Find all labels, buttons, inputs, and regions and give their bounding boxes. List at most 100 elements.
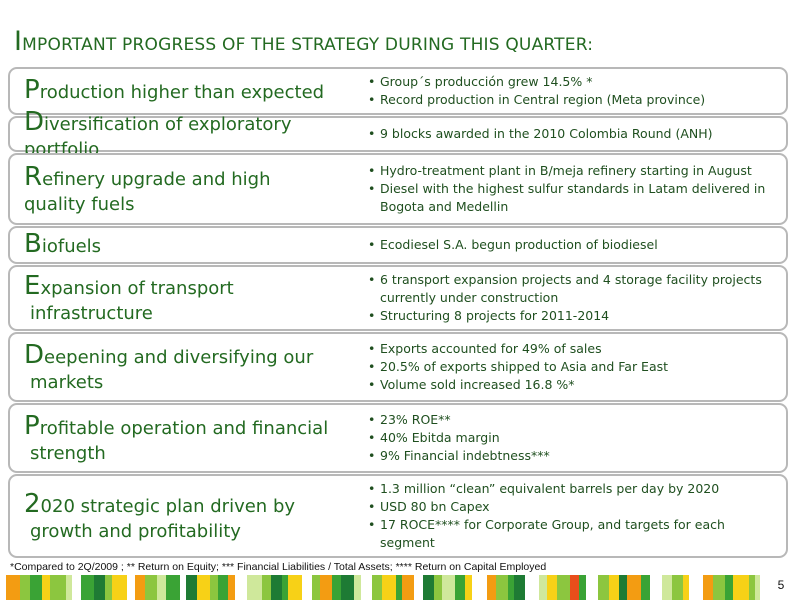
strategy-bullets: • 6 transport expansion projects and 4 st… xyxy=(368,267,778,329)
heading-line2: markets xyxy=(30,371,104,393)
title-rest: MPORTANT PROGRESS OF THE STRATEGY DURING… xyxy=(22,35,594,55)
heading-line1: xpansion of transport xyxy=(40,278,234,300)
stripe-segment xyxy=(228,575,235,600)
footnote: *Compared to 2Q/2009 ; ** Return on Equi… xyxy=(10,561,547,573)
stripe-segment xyxy=(157,575,166,600)
bullet-item: • 17 ROCE**** for Corporate Group, and ta… xyxy=(368,517,725,550)
stripe-segment xyxy=(186,575,197,600)
stripe-segment xyxy=(713,575,725,600)
strategy-bullets: • Exports accounted for 49% of sales • 20.… xyxy=(368,334,778,400)
stripe-segment xyxy=(81,575,94,600)
heading-line1: 020 strategic plan driven by xyxy=(40,496,296,518)
heading-line1: efinery upgrade and high xyxy=(42,169,271,191)
strategy-heading: Production higher than expected xyxy=(24,69,369,113)
heading-initial: D xyxy=(24,107,45,138)
strategy-row: Deepening and diversifying our markets •… xyxy=(8,332,788,402)
stripe-segment xyxy=(135,575,145,600)
bullet-item: • Diesel with the highest sulfur standard… xyxy=(368,181,766,214)
bullet-item: • 6 transport expansion projects and 4 st… xyxy=(368,272,762,306)
bullet-item: • Group´s producción grew 14.5% * xyxy=(368,74,593,90)
stripe-segment xyxy=(650,575,662,600)
heading-line1: roduction higher than expected xyxy=(39,82,325,104)
heading-initial: R xyxy=(24,162,43,193)
stripe-segment xyxy=(94,575,105,600)
stripe-segment xyxy=(414,575,423,600)
stripe-segment xyxy=(725,575,733,600)
stripe-segment xyxy=(42,575,50,600)
heading-initial: D xyxy=(24,340,45,371)
stripe-segment xyxy=(641,575,650,600)
strategy-row: Refinery upgrade and high quality fuels … xyxy=(8,153,788,225)
bullet-item: • 9% Financial indebtness*** xyxy=(368,447,550,463)
stripe-segment xyxy=(689,575,703,600)
bullet-item: • Ecodiesel S.A. begun production of biod… xyxy=(368,237,658,253)
stripe-segment xyxy=(66,575,72,600)
heading-line1: rofitable operation and financial xyxy=(39,418,329,440)
stripe-segment xyxy=(508,575,514,600)
stripe-segment xyxy=(166,575,180,600)
strategy-heading: Profitable operation and financial stren… xyxy=(24,405,369,471)
stripe-segment xyxy=(105,575,112,600)
stripe-segment xyxy=(609,575,619,600)
stripe-segment xyxy=(197,575,210,600)
stripe-segment xyxy=(50,575,66,600)
bullet-item: • 23% ROE** xyxy=(368,412,451,428)
stripe-segment xyxy=(514,575,525,600)
stripe-segment xyxy=(557,575,570,600)
stripe-segment xyxy=(354,575,361,600)
heading-initial: E xyxy=(24,271,41,302)
stripe-segment xyxy=(282,575,288,600)
stripe-segment xyxy=(288,575,302,600)
title-first-letter: I xyxy=(14,26,23,57)
stripe-segment xyxy=(72,575,81,600)
strategy-heading: 2020 strategic plan driven by growth and… xyxy=(24,476,369,556)
bullet-item: • 9 blocks awarded in the 2010 Colombia R… xyxy=(368,126,713,142)
heading-initial: P xyxy=(24,411,40,442)
strategy-row: Diversification of exploratory portfolio… xyxy=(8,107,788,160)
stripe-segment xyxy=(598,575,609,600)
stripe-segment xyxy=(361,575,372,600)
stripe-segment xyxy=(112,575,127,600)
stripe-segment xyxy=(402,575,414,600)
stripe-segment xyxy=(382,575,396,600)
stripe-segment xyxy=(570,575,579,600)
stripe-segment xyxy=(235,575,247,600)
stripe-segment xyxy=(455,575,465,600)
bullet-item: • 20.5% of exports shipped to Asia and Fa… xyxy=(368,359,669,375)
heading-line2: infrastructure xyxy=(30,302,153,324)
stripe-segment xyxy=(145,575,157,600)
strategy-row: Production higher than expected • Group´s… xyxy=(8,67,788,115)
strategy-heading: Refinery upgrade and high quality fuels xyxy=(24,155,369,223)
strategy-bullets: • Hydro-treatment plant in B/meja refiner… xyxy=(368,155,778,223)
strategy-row: Expansion of transport infrastructure • 6… xyxy=(8,265,788,331)
stripe-segment xyxy=(465,575,472,600)
stripe-segment xyxy=(442,575,455,600)
stripe-segment xyxy=(271,575,282,600)
stripe-segment xyxy=(627,575,641,600)
strategy-bullets: • Ecodiesel S.A. begun production of biod… xyxy=(368,228,778,262)
bullet-item: • Record production in Central region (Me… xyxy=(368,92,706,107)
decorative-color-stripe xyxy=(0,575,760,600)
stripe-segment xyxy=(662,575,672,600)
stripe-segment xyxy=(703,575,713,600)
stripe-segment xyxy=(683,575,689,600)
strategy-row: Biofuels • Ecodiesel S.A. begun productio… xyxy=(8,226,788,264)
stripe-segment xyxy=(6,575,20,600)
stripe-segment xyxy=(749,575,755,600)
strategy-bullets: • 23% ROE** • 40% Ebitda margin • 9% Financ… xyxy=(368,405,778,471)
bullet-item: • 40% Ebitda margin xyxy=(368,430,500,446)
heading-initial: B xyxy=(24,229,42,260)
heading-line1: iofuels xyxy=(41,236,102,258)
stripe-segment xyxy=(320,575,332,600)
stripe-segment xyxy=(30,575,42,600)
heading-line2: quality fuels xyxy=(24,193,135,215)
bullet-item: • Exports accounted for 49% of sales xyxy=(368,341,602,357)
strategy-bullets: • 1.3 million “clean” equivalent barrels … xyxy=(368,476,778,556)
heading-line1: eepening and diversifying our xyxy=(44,347,314,369)
strategy-heading: Biofuels xyxy=(24,228,369,262)
stripe-segment xyxy=(755,575,760,600)
stripe-segment xyxy=(180,575,186,600)
stripe-segment xyxy=(672,575,683,600)
stripe-segment xyxy=(312,575,320,600)
stripe-segment xyxy=(127,575,135,600)
